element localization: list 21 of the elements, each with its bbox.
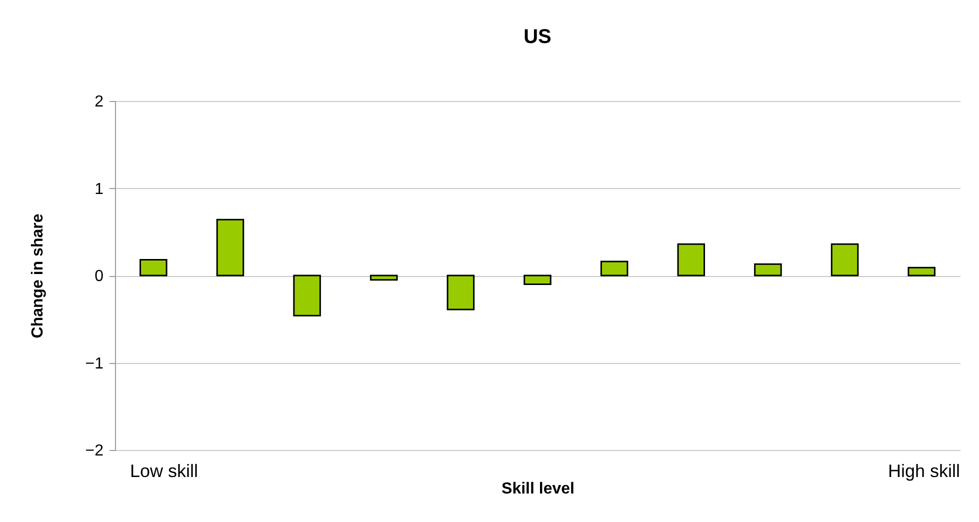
y-tick-label: 1 — [94, 180, 104, 198]
x-axis-title: Skill level — [502, 480, 574, 498]
text: High skill — [888, 461, 960, 481]
y-axis-title: Change in share — [29, 214, 46, 338]
bar — [600, 260, 628, 276]
y-tick-label: 0 — [94, 268, 104, 285]
bar — [446, 274, 475, 310]
chart-title: US — [524, 26, 552, 48]
bar — [140, 259, 168, 276]
bar — [216, 218, 244, 276]
y-tick-label: −2 — [85, 442, 104, 460]
bar — [677, 243, 706, 276]
bar — [754, 263, 782, 276]
bar — [524, 274, 552, 285]
bar — [293, 274, 321, 316]
y-tick-label: 2 — [94, 94, 104, 110]
bar — [908, 266, 936, 276]
bar — [370, 274, 398, 281]
y-tick-label: −1 — [85, 355, 104, 372]
bar — [830, 243, 859, 276]
text: Low skill — [130, 461, 198, 481]
